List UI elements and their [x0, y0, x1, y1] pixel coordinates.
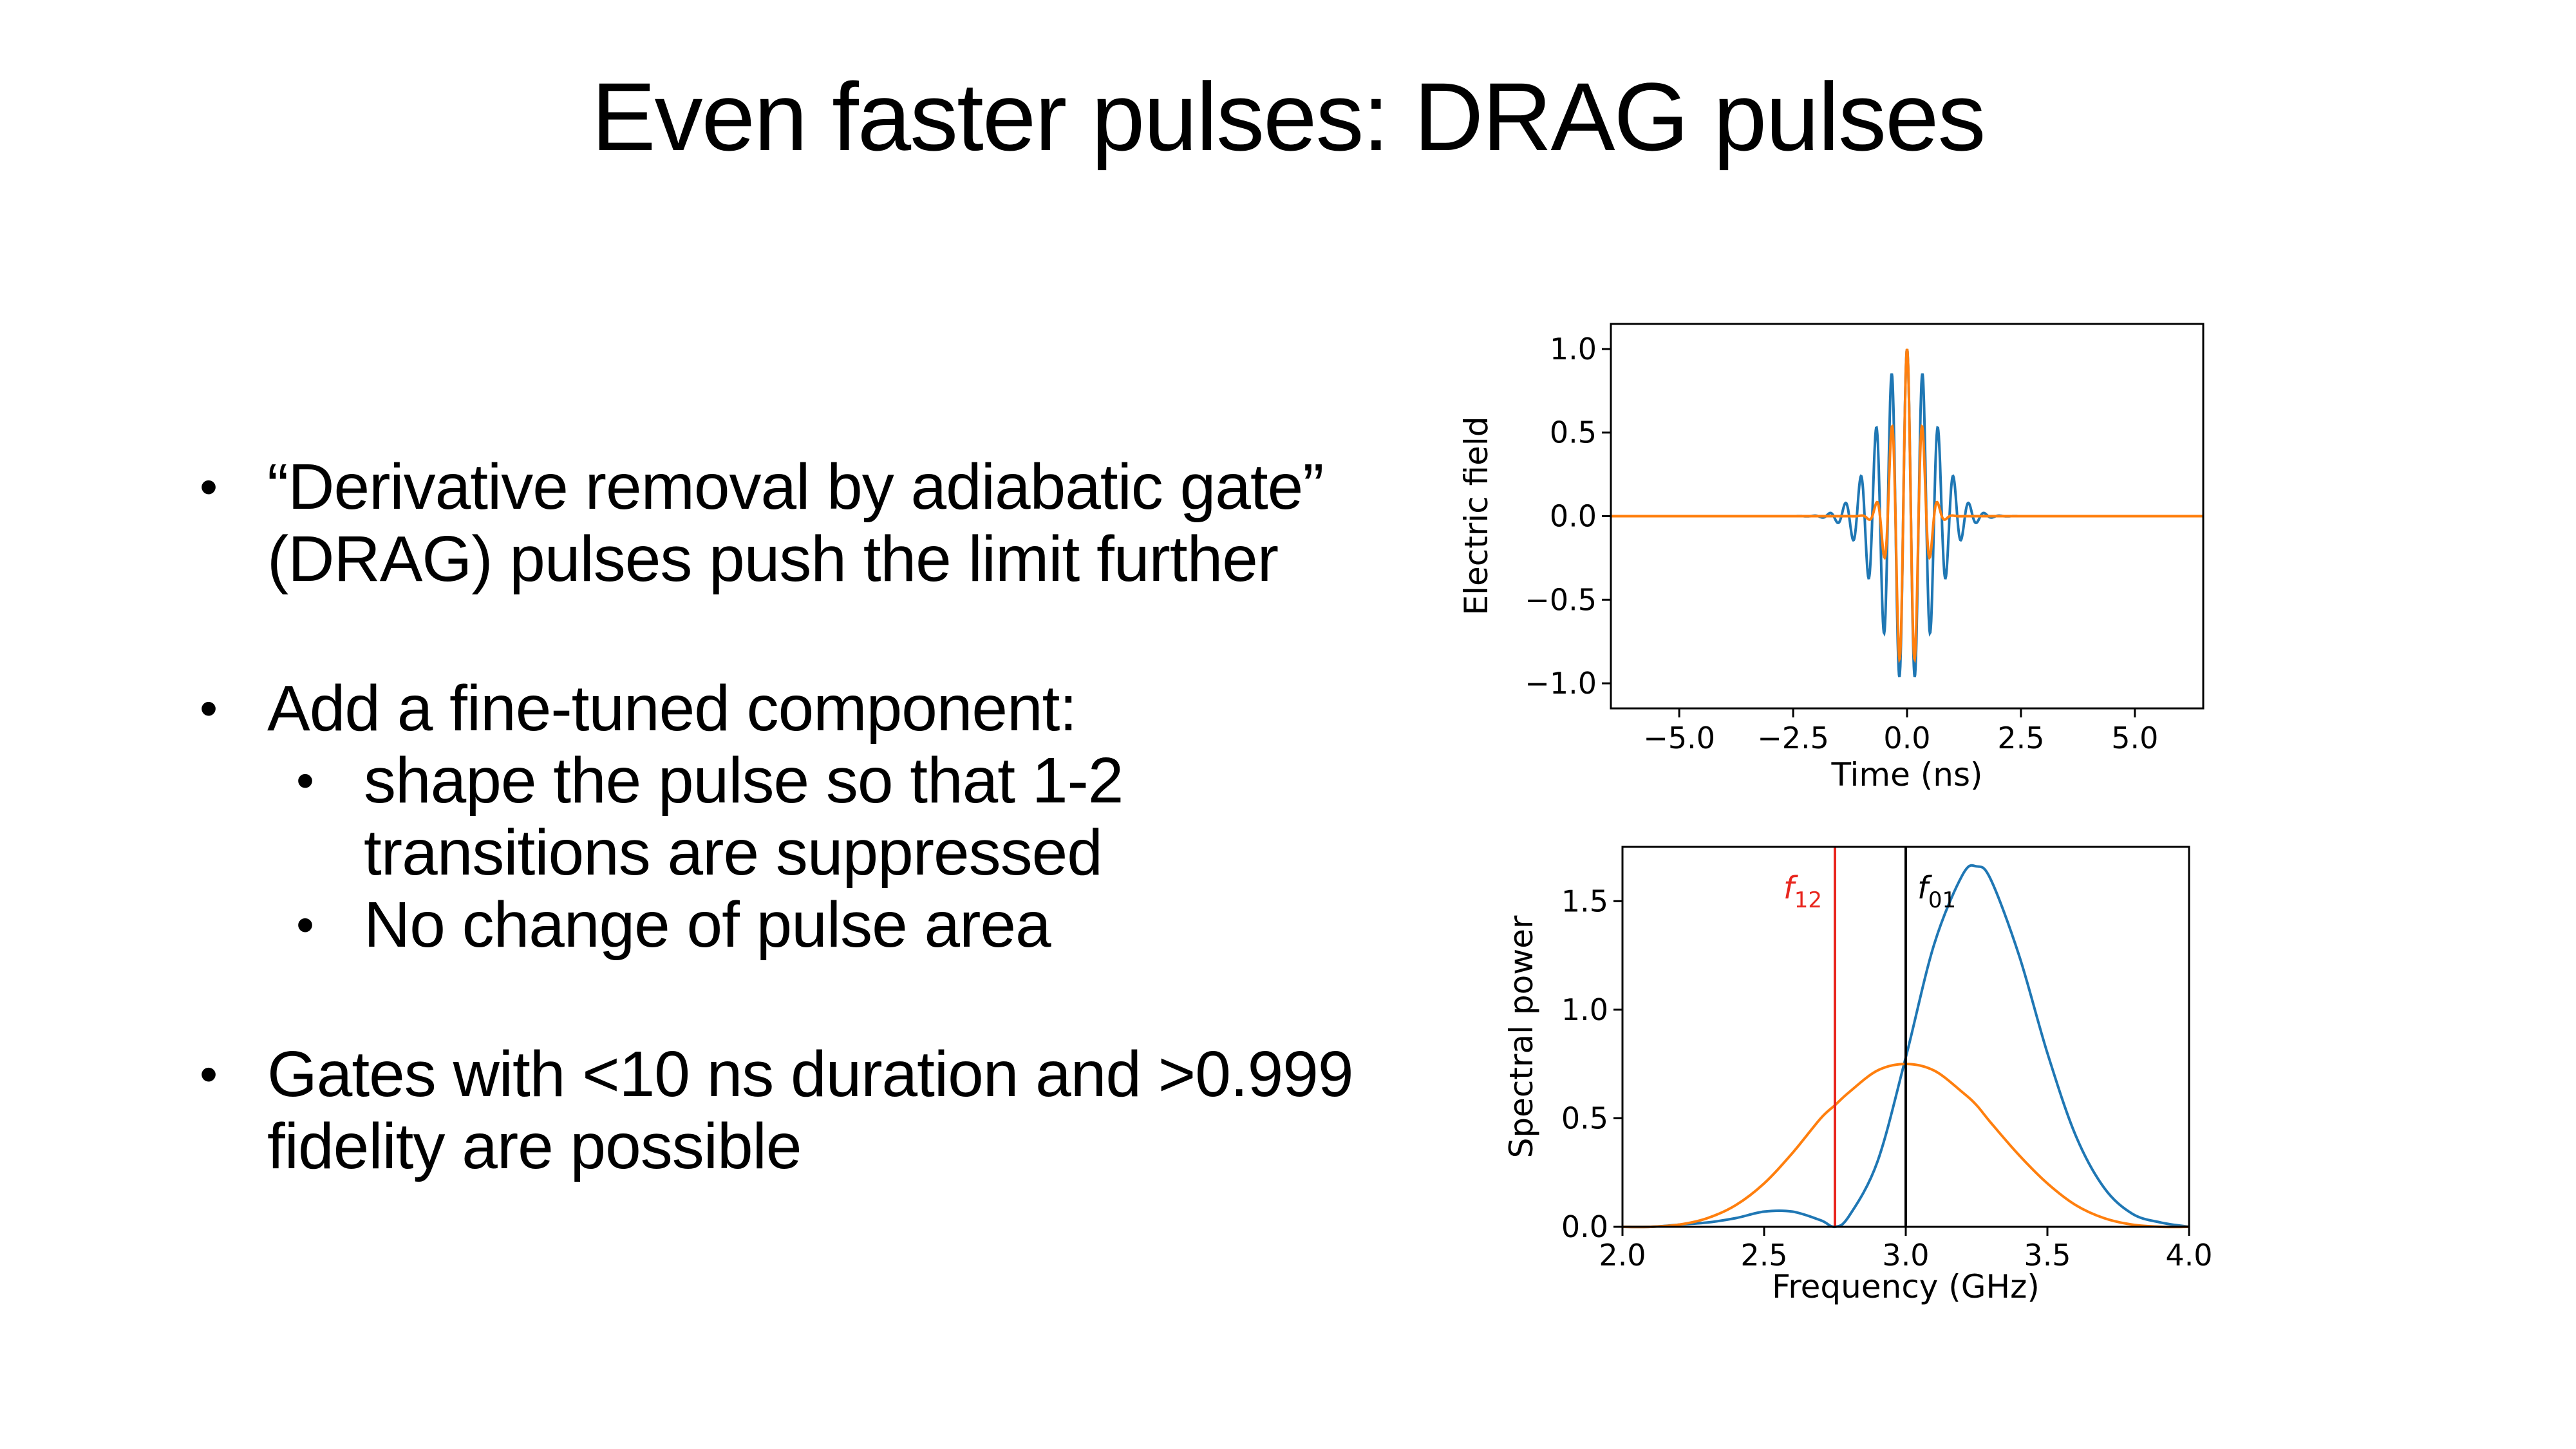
time-domain-y-tick-label: −0.5 — [1525, 582, 1597, 617]
time-domain-y-ticks: −1.0 −0.5 0.0 0.5 1.0 — [1525, 332, 1611, 701]
spectral-y-tick-label: 0.5 — [1561, 1101, 1608, 1135]
time-domain-y-tick-label: −1.0 — [1525, 666, 1597, 701]
page-title: Even faster pulses: DRAG pulses — [591, 62, 1986, 171]
spectral-x-tick-label: 3.0 — [1882, 1238, 1929, 1273]
transition-label-f01: f01 — [1917, 870, 1956, 913]
spectral-y-tick-label: 0.0 — [1561, 1209, 1608, 1244]
time-domain-series-group — [1611, 348, 2203, 677]
spectral-power-chart: f12 f01 2.0 2.5 3.0 3.5 4.0 0.0 0.5 1.0 1.5 Freq… — [1503, 846, 2213, 1305]
bullet-list: “Derivative removal by adiabatic gate” (… — [200, 451, 1359, 1182]
time-domain-x-axis-label: Time (ns) — [1830, 756, 1982, 793]
time-domain-x-tick-label: 0.0 — [1883, 721, 1930, 755]
spectral-x-tick-label: 4.0 — [2165, 1238, 2212, 1273]
time-domain-y-tick-label: 0.0 — [1550, 499, 1597, 534]
time-domain-chart: −5.0 −2.5 0.0 2.5 5.0 −1.0 −0.5 0.0 0.5 1.0 Time… — [1458, 323, 2205, 793]
time-domain-y-tick-label: 0.5 — [1550, 415, 1597, 450]
time-domain-x-ticks: −5.0 −2.5 0.0 2.5 5.0 — [1643, 708, 2158, 755]
time-domain-x-tick-label: 2.5 — [1997, 721, 2044, 755]
time-domain-y-axis-label: Electric field — [1458, 416, 1495, 615]
spectral-y-tick-label: 1.5 — [1561, 884, 1608, 918]
bullet-gate-fidelity: Gates with <10 ns duration and >0.999 fi… — [200, 1038, 1359, 1182]
bullet-drag-definition: “Derivative removal by adiabatic gate” (… — [200, 451, 1359, 595]
time-domain-x-tick-label: −2.5 — [1757, 721, 1829, 755]
time-domain-x-tick-label: 5.0 — [2111, 721, 2158, 755]
spectral-x-tick-label: 3.5 — [2024, 1238, 2071, 1273]
transition-lines: f12 f01 — [1783, 847, 1956, 1227]
time-domain-series-orange-line — [1611, 348, 2203, 664]
time-domain-y-tick-label: 1.0 — [1550, 332, 1597, 366]
spectral-y-ticks: 0.0 0.5 1.0 1.5 — [1561, 884, 1622, 1244]
sub-bullet-shape-pulse: shape the pulse so that 1-2 transitions … — [296, 744, 1359, 889]
bullet-fine-tuned-component: Add a fine-tuned component: — [200, 672, 1359, 744]
spectral-x-axis-label: Frequency (GHz) — [1772, 1268, 2040, 1305]
sub-bullet-pulse-area: No change of pulse area — [296, 889, 1359, 961]
time-domain-series-blue-line — [1611, 348, 2203, 677]
spectral-x-ticks: 2.0 2.5 3.0 3.5 4.0 — [1599, 1227, 2213, 1273]
spectral-x-tick-label: 2.0 — [1599, 1238, 1646, 1273]
time-domain-x-tick-label: −5.0 — [1643, 721, 1715, 755]
spectral-y-tick-label: 1.0 — [1561, 992, 1608, 1027]
transition-label-f12: f12 — [1783, 870, 1822, 913]
spectral-series-blue-line — [1622, 864, 2190, 1229]
spectral-y-axis-label: Spectral power — [1503, 915, 1540, 1158]
spectral-x-tick-label: 2.5 — [1740, 1238, 1787, 1273]
